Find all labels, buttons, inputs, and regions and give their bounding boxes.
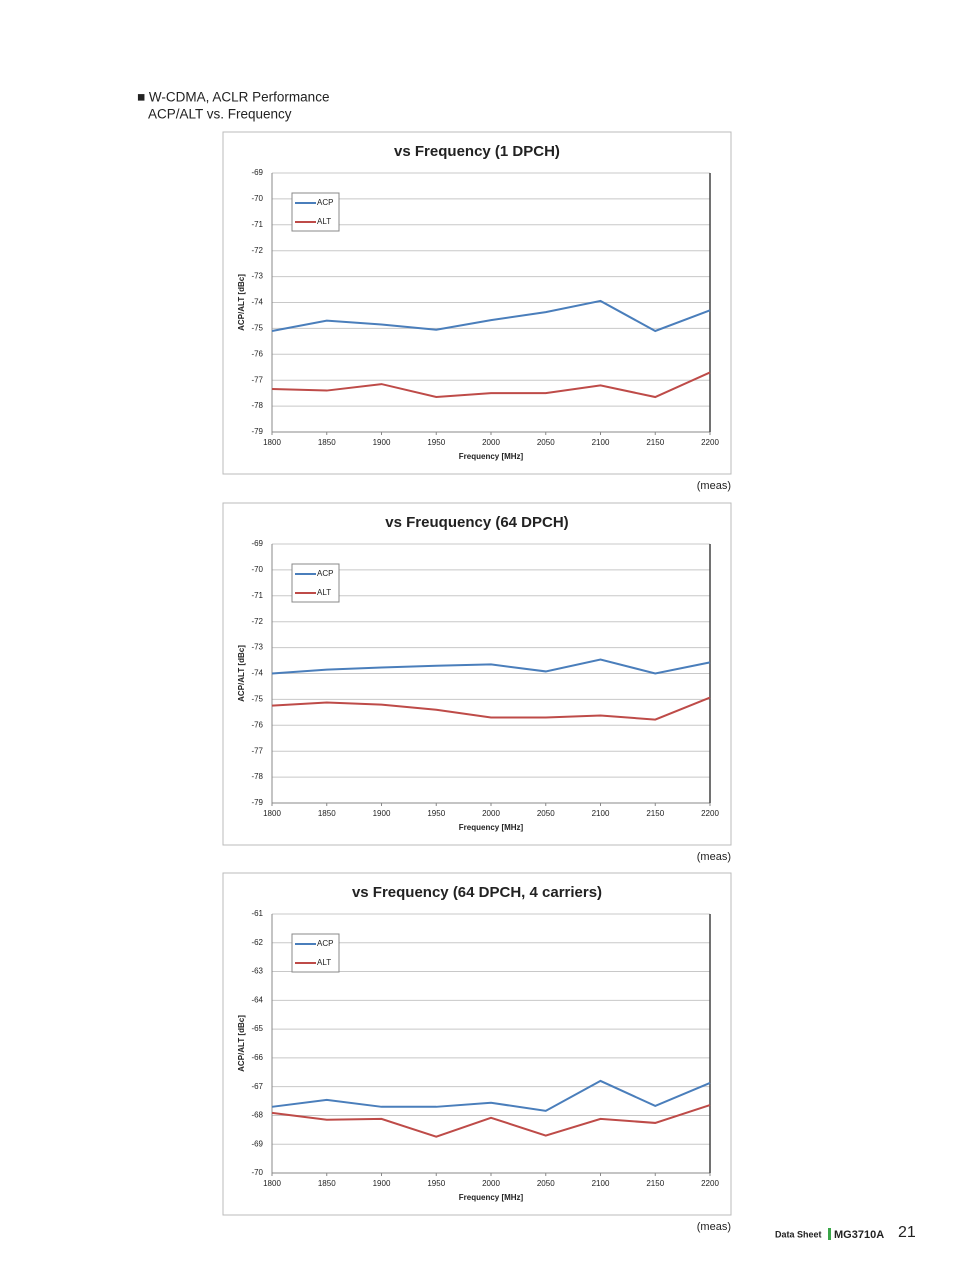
y-tick-label: -76 <box>251 720 263 729</box>
series-line <box>271 658 711 675</box>
y-tick-label: -74 <box>251 298 263 307</box>
x-tick-label: 2150 <box>646 438 664 447</box>
chart-title: vs Frequency (64 DPCH, 4 carriers) <box>352 884 602 901</box>
chart-title: vs Frequency (1 DPCH) <box>394 143 560 160</box>
x-tick-label: 1900 <box>373 438 391 447</box>
x-tick-label: 2050 <box>537 809 555 818</box>
note: (meas) <box>697 480 731 492</box>
y-tick-label: -77 <box>251 746 263 755</box>
y-tick-label: -69 <box>251 168 263 177</box>
y-tick-label: -79 <box>251 427 263 436</box>
y-tick-label: -69 <box>251 1139 263 1148</box>
y-tick-label: -63 <box>251 967 263 976</box>
x-tick-label: 1850 <box>318 809 336 818</box>
series-line <box>271 371 711 399</box>
y-tick-label: -70 <box>251 565 263 574</box>
y-tick-label: -72 <box>251 246 263 255</box>
legend-box <box>291 933 340 973</box>
y-axis-title: ACP/ALT [dBc] <box>237 1015 246 1072</box>
x-tick-label: 2200 <box>701 1179 719 1188</box>
x-tick-label: 2050 <box>537 438 555 447</box>
note: (meas) <box>697 851 731 863</box>
y-tick-label: -78 <box>251 772 263 781</box>
y-tick-label: -79 <box>251 798 263 807</box>
chart: vs Freuquency (64 DPCH) -79 -78 -77 -76 -75 -7… <box>222 502 732 863</box>
y-tick-label: -64 <box>251 995 263 1004</box>
note: (meas) <box>697 1221 731 1233</box>
x-tick-label: 1800 <box>263 1179 281 1188</box>
x-tick-label: 1950 <box>427 809 445 818</box>
x-tick-label: 1900 <box>373 1179 391 1188</box>
legend-label: ACP <box>317 939 333 948</box>
legend-label: ACP <box>317 198 333 207</box>
header-line: ACP/ALT vs. Frequency <box>148 107 292 122</box>
legend-label: ALT <box>317 588 331 597</box>
chart-title: vs Freuquency (64 DPCH) <box>385 514 568 531</box>
x-tick-label: 2100 <box>592 438 610 447</box>
x-tick-label: 1950 <box>427 438 445 447</box>
y-tick-label: -62 <box>251 938 263 947</box>
y-tick-label: -74 <box>251 669 263 678</box>
y-tick-label: -70 <box>251 194 263 203</box>
x-tick-label: 1950 <box>427 1179 445 1188</box>
x-tick-label: 2000 <box>482 438 500 447</box>
y-axis-title: ACP/ALT [dBc] <box>237 645 246 702</box>
y-tick-label: -76 <box>251 349 263 358</box>
legend-box <box>291 192 340 232</box>
series-line <box>271 299 711 333</box>
x-axis-title: Frequency [MHz] <box>459 823 524 832</box>
y-tick-label: -75 <box>251 695 263 704</box>
y-tick-label: -75 <box>251 324 263 333</box>
series-line <box>271 696 711 721</box>
y-tick-label: -67 <box>251 1082 263 1091</box>
y-tick-label: -68 <box>251 1111 263 1120</box>
x-tick-label: 1800 <box>263 438 281 447</box>
legend-label: ACP <box>317 569 333 578</box>
y-tick-label: -71 <box>251 220 263 229</box>
x-tick-label: 1900 <box>373 809 391 818</box>
x-tick-label: 2100 <box>592 1179 610 1188</box>
y-tick-label: -70 <box>251 1168 263 1177</box>
chart-frame <box>222 872 732 1216</box>
y-tick-label: -66 <box>251 1053 263 1062</box>
y-tick-label: -61 <box>251 909 263 918</box>
footer-product: MG3710A <box>834 1229 884 1241</box>
y-tick-label: -73 <box>251 643 263 652</box>
x-axis-title: Frequency [MHz] <box>459 1193 524 1202</box>
y-tick-label: -69 <box>251 539 263 548</box>
x-tick-label: 2200 <box>701 438 719 447</box>
x-tick-label: 1850 <box>318 438 336 447</box>
y-tick-label: -65 <box>251 1024 263 1033</box>
y-tick-label: -72 <box>251 617 263 626</box>
header-line: ■ W-CDMA, ACLR Performance <box>137 90 329 105</box>
y-tick-label: -71 <box>251 591 263 600</box>
x-tick-label: 2150 <box>646 1179 664 1188</box>
y-tick-label: -77 <box>251 375 263 384</box>
x-tick-label: 2150 <box>646 809 664 818</box>
x-tick-label: 2000 <box>482 1179 500 1188</box>
footer-bar <box>828 1228 831 1240</box>
x-tick-label: 2200 <box>701 809 719 818</box>
chart: vs Frequency (64 DPCH, 4 carriers) -70 -69… <box>222 872 732 1233</box>
chart: vs Frequency (1 DPCH) -79 -78 -77 -76 -75 -74 -… <box>222 131 732 492</box>
y-tick-label: -78 <box>251 401 263 410</box>
x-tick-label: 2050 <box>537 1179 555 1188</box>
y-tick-label: -73 <box>251 272 263 281</box>
x-tick-label: 2100 <box>592 809 610 818</box>
x-axis-title: Frequency [MHz] <box>459 452 524 461</box>
legend-label: ALT <box>317 958 331 967</box>
footer-page: 21 <box>898 1224 916 1241</box>
footer-label: Data Sheet <box>775 1229 822 1239</box>
y-axis-title: ACP/ALT [dBc] <box>237 274 246 331</box>
legend-box <box>291 563 340 603</box>
x-tick-label: 2000 <box>482 809 500 818</box>
series-line <box>271 1079 711 1112</box>
x-tick-label: 1850 <box>318 1179 336 1188</box>
series-line <box>271 1104 711 1138</box>
legend-label: ALT <box>317 217 331 226</box>
x-tick-label: 1800 <box>263 809 281 818</box>
